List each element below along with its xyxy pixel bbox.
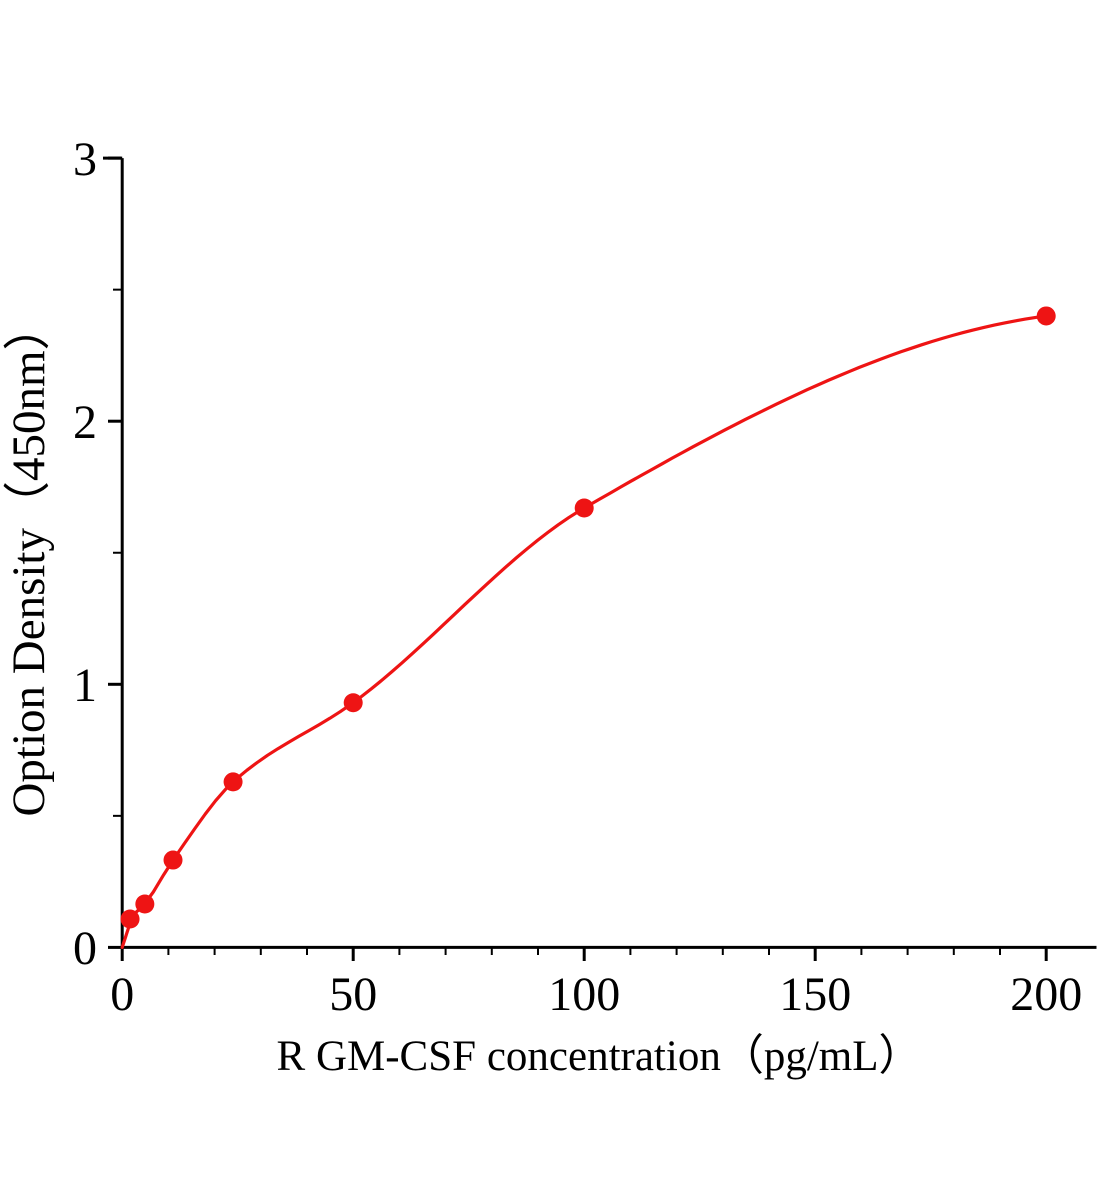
svg-text:Option Density（450nm）: Option Density（450nm）: [3, 303, 55, 816]
svg-text:0: 0: [73, 922, 97, 975]
svg-text:1: 1: [73, 659, 97, 712]
svg-text:0: 0: [110, 968, 134, 1021]
svg-text:150: 150: [779, 968, 851, 1021]
svg-text:100: 100: [548, 968, 620, 1021]
svg-text:2: 2: [73, 396, 97, 449]
svg-text:R GM-CSF concentration（pg/mL）: R GM-CSF concentration（pg/mL）: [277, 1033, 922, 1080]
svg-text:3: 3: [73, 133, 97, 186]
svg-text:200: 200: [1010, 968, 1082, 1021]
svg-text:50: 50: [329, 968, 377, 1021]
